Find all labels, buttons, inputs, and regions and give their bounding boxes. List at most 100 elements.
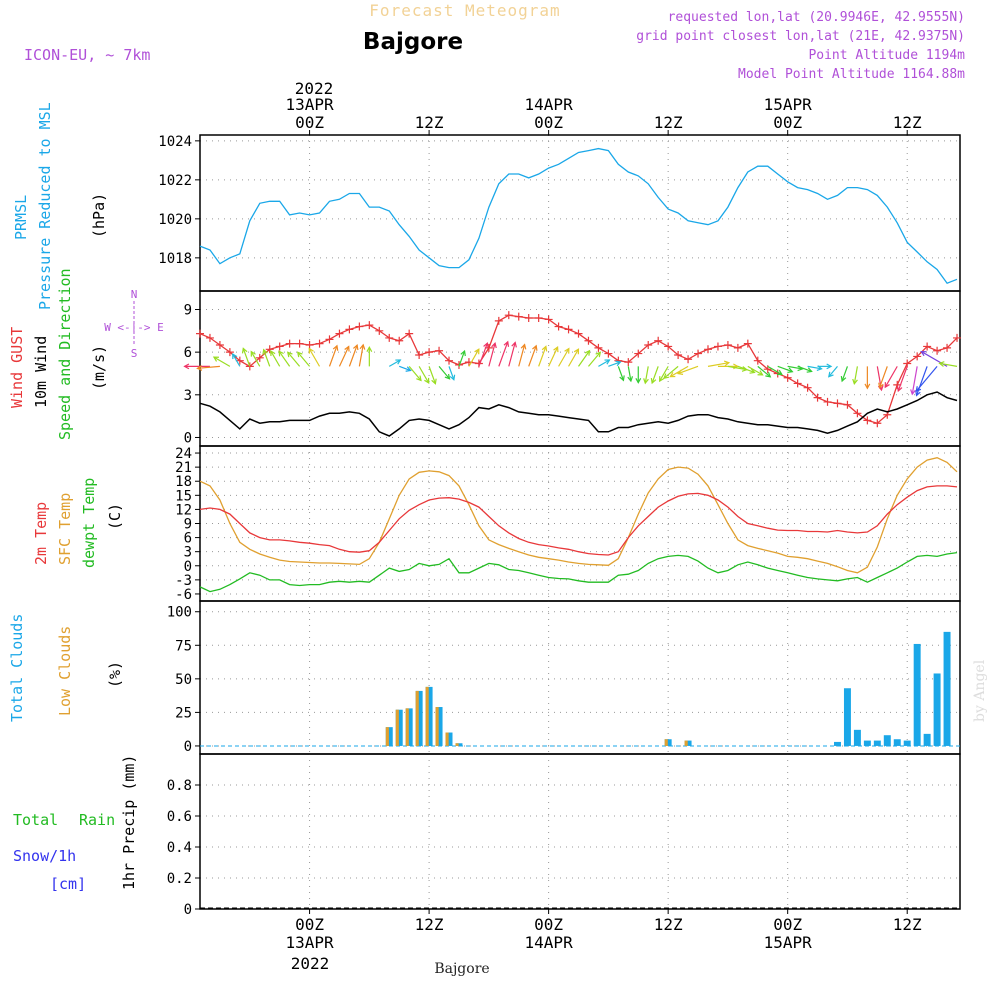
gust-marker <box>674 350 683 359</box>
wind-arrow-head <box>286 351 293 358</box>
wind-arrow-head <box>615 360 622 367</box>
wind-unit: (m/s) <box>90 345 108 390</box>
wind-arrow <box>328 344 339 367</box>
wind-arrow-shaft <box>578 350 590 367</box>
cloud-total-bar <box>425 686 433 746</box>
cloud-panel: 0 25 50 75 100 <box>167 600 961 755</box>
wind-arrow-shaft <box>663 365 679 379</box>
wind-arrow <box>896 366 908 393</box>
gust-marker <box>205 333 214 342</box>
bottom-date-label: 14APR <box>525 933 574 952</box>
wind-arrow-shaft <box>263 349 271 367</box>
wind-ytick-label: 6 <box>184 345 192 361</box>
gust-marker <box>644 341 653 350</box>
wind-arrow-head <box>474 348 480 355</box>
wind-arrow-head <box>444 373 451 380</box>
cloud-total-bar <box>893 739 901 746</box>
wind-arrow-head <box>852 378 858 386</box>
top-time-label: 00Z <box>295 113 324 132</box>
wind-arrow-shaft <box>399 365 411 372</box>
gust-marker <box>933 346 942 355</box>
precip-unit: 1hr Precip (mm) <box>120 755 138 890</box>
compass-north: N <box>131 288 138 301</box>
wind-arrow-shaft <box>232 353 241 367</box>
wind-arrow <box>548 346 559 367</box>
wind-arrow-shaft <box>358 344 364 367</box>
gust-marker <box>435 346 444 355</box>
wind-arrow <box>488 341 497 367</box>
t2m-label: 2m Temp <box>32 502 50 565</box>
wind-arrow-shaft <box>408 365 422 381</box>
wind-arrow <box>910 366 918 396</box>
wind-arrow-shaft <box>338 346 350 367</box>
wind-arrow-head <box>749 368 756 374</box>
rain-label: Rain <box>79 811 115 829</box>
tsfc-label: SFC Temp <box>56 493 74 565</box>
prmsl-frame <box>199 134 961 292</box>
wind-arrow-shaft <box>588 351 601 367</box>
gust-marker <box>694 349 703 358</box>
top-date-label: 15APR <box>764 95 813 114</box>
wind-arrow <box>308 347 321 367</box>
wind-arrow-shaft <box>737 365 755 373</box>
cloud-low-bar <box>455 743 459 746</box>
wind-arrow-head <box>910 389 916 396</box>
bottom-time-label: 12Z <box>893 915 922 934</box>
wind-arrow-head <box>250 350 256 357</box>
wind-arrow-shaft <box>747 365 763 376</box>
wind-arrow-head <box>659 376 665 383</box>
gust-marker <box>723 341 732 350</box>
wind-arrow-head <box>765 371 772 378</box>
cloud-total-bar <box>873 740 881 746</box>
total-label: Total <box>13 811 58 829</box>
cloud-total-bar <box>833 741 841 746</box>
wind-arrow <box>528 344 538 367</box>
wind-arrow-shaft <box>478 342 488 367</box>
wind-arrow-head <box>920 350 927 357</box>
wind-arrow-head <box>183 363 190 370</box>
bottom-time-label: 12Z <box>415 915 444 934</box>
gust-marker <box>415 350 424 359</box>
wind-arrow-shaft <box>498 341 509 367</box>
wind-ytick-label: 9 <box>184 302 192 318</box>
wind-arrow-head <box>828 371 834 378</box>
wind-arrow-head <box>520 343 527 350</box>
temp-ytick-label: -3 <box>175 573 192 589</box>
wind-arrow-head <box>915 390 921 397</box>
bottom-time-label: 12Z <box>654 915 683 934</box>
wind-arrow <box>627 366 634 383</box>
gust-marker <box>554 322 563 331</box>
wind-arrow-shaft <box>438 365 450 380</box>
temp-ytick-label: 15 <box>175 488 192 504</box>
wind-arrow-shaft <box>278 350 291 367</box>
wind-arrow-shaft <box>787 365 803 370</box>
wind-arrow-head <box>938 361 945 367</box>
wind-dir-label: Speed and Direction <box>56 268 74 440</box>
gust-marker <box>813 393 822 402</box>
wind-arrow <box>663 365 679 379</box>
gust-marker <box>863 416 872 425</box>
wind-arrow-head <box>424 377 430 384</box>
gust-marker <box>743 339 752 348</box>
gust-marker <box>803 383 812 392</box>
prmsl-ytick-label: 1018 <box>158 251 192 267</box>
wind-arrow <box>635 366 642 384</box>
wind-arrow-shaft <box>242 348 251 367</box>
wind10-label: 10m Wind <box>32 336 50 408</box>
gust-marker <box>305 341 314 350</box>
wind-arrow-head <box>663 373 670 379</box>
snow-label: Snow/1h <box>13 847 76 865</box>
cloud-ytick-label: 50 <box>175 672 192 688</box>
gust-marker <box>793 379 802 388</box>
gust-marker <box>873 419 882 428</box>
t2m-line <box>199 485 958 556</box>
gust-marker <box>913 352 922 361</box>
gust-marker <box>684 355 693 364</box>
prmsl-ytick-label: 1020 <box>158 212 192 228</box>
gust-marker <box>345 325 354 334</box>
wind-labels: Wind GUST 10m Wind Speed and Direction (… <box>8 268 164 440</box>
wind-arrow-shaft <box>897 366 908 392</box>
gust-marker <box>654 336 663 345</box>
gust-marker <box>664 342 673 351</box>
wind-arrow-shaft <box>677 365 699 375</box>
